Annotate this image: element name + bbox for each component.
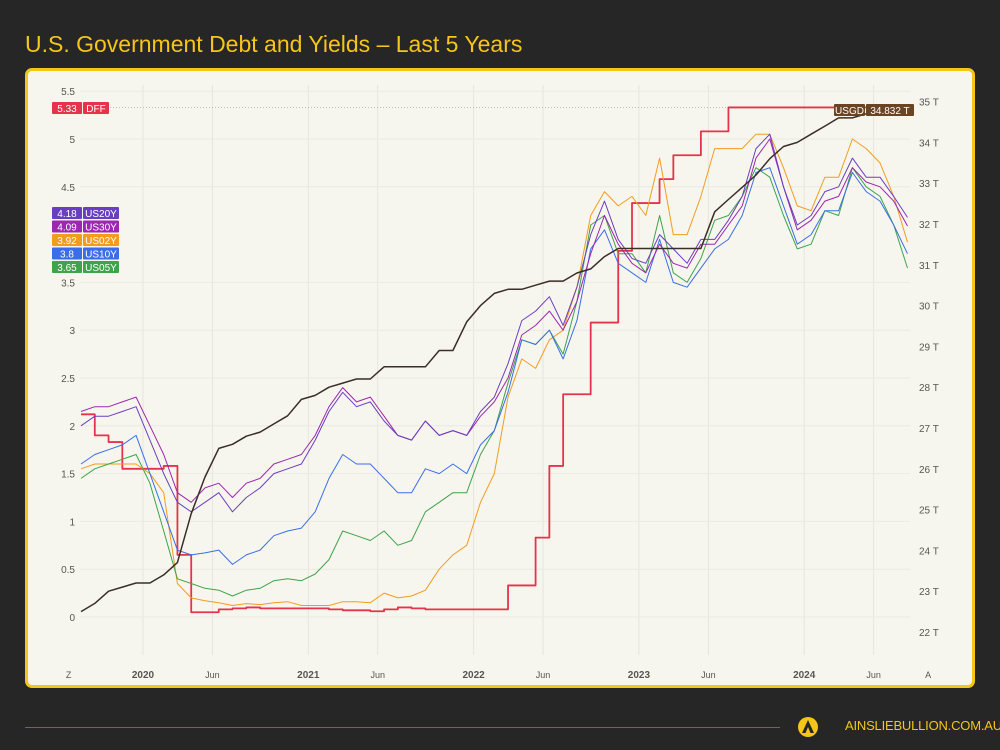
x-tick-label: Z	[66, 670, 72, 680]
y-right-tick-label: 26 T	[919, 465, 939, 476]
page-title: U.S. Government Debt and Yields – Last 5…	[25, 31, 523, 57]
dff-badge-value: 5.33	[57, 104, 77, 115]
badge-us05y-name-bg	[83, 261, 119, 273]
footer-site-link[interactable]: AINSLIEBULLION.COM.AU	[845, 718, 1000, 733]
y-left-tick-label: 2.5	[61, 374, 75, 385]
badge-us20y-name: US20Y	[85, 209, 117, 220]
badge-us02y-value-bg	[52, 234, 82, 246]
y-left-tick-label: 4.5	[61, 183, 75, 194]
badge-us05y-value: 3.65	[57, 263, 77, 274]
series-line-us05y	[80, 167, 908, 597]
y-right-tick-label: 22 T	[919, 628, 939, 639]
x-tick-label: Jun	[370, 670, 385, 680]
badge-us30y-value: 4.09	[57, 223, 77, 234]
x-tick-label: 2022	[462, 670, 485, 681]
usgd-badge-name-bg	[866, 104, 914, 116]
x-tick-label: A	[925, 670, 931, 680]
ainslie-logo-icon	[798, 717, 818, 737]
x-tick-label: 2023	[628, 670, 651, 681]
y-left-tick-label: 5.5	[61, 87, 75, 98]
series-line-us20y	[80, 133, 908, 513]
y-left-tick-label: 3	[69, 326, 75, 337]
series-line-us30y	[80, 138, 908, 503]
x-tick-label: 2024	[793, 670, 816, 681]
y-left-tick-label: 1	[69, 517, 75, 528]
badge-us10y-value: 3.8	[60, 250, 74, 261]
usgd-badge-value-bg	[834, 104, 865, 116]
x-tick-label: Jun	[536, 670, 551, 680]
y-right-tick-label: 24 T	[919, 546, 939, 557]
badge-us02y-name: US02Y	[85, 236, 117, 247]
y-right-tick-label: 31 T	[919, 261, 939, 272]
badge-us10y-name-bg	[83, 247, 119, 260]
x-tick-label: 2020	[132, 670, 155, 681]
dff-badge-value-bg	[52, 102, 82, 114]
y-right-tick-label: 28 T	[919, 383, 939, 394]
badge-us30y-name: US30Y	[85, 223, 117, 234]
badge-us02y-name-bg	[83, 234, 119, 246]
y-right-tick-label: 27 T	[919, 424, 939, 435]
badge-us20y-value: 4.18	[57, 209, 77, 220]
x-tick-label: Jun	[205, 670, 220, 680]
y-right-tick-label: 35 T	[919, 98, 939, 109]
y-left-tick-label: 3.5	[61, 278, 75, 289]
y-right-tick-label: 30 T	[919, 302, 939, 313]
x-tick-label: 2021	[297, 670, 320, 681]
badge-us20y-value-bg	[52, 207, 82, 219]
series-line-usgd	[80, 107, 908, 613]
badge-us05y-name: US05Y	[85, 263, 117, 274]
badge-us30y-value-bg	[52, 220, 82, 233]
y-right-tick-label: 34 T	[919, 138, 939, 149]
series-line-us10y	[80, 167, 908, 565]
y-right-tick-label: 33 T	[919, 179, 939, 190]
badge-us30y-name-bg	[83, 220, 119, 233]
y-left-tick-label: 0	[69, 613, 75, 624]
y-right-tick-label: 23 T	[919, 587, 939, 598]
usgd-badge-value: USGD	[835, 106, 864, 117]
badge-us20y-name-bg	[83, 207, 119, 219]
usgd-badge-name: 34.832 T	[870, 106, 909, 117]
badge-us05y-value-bg	[52, 261, 82, 273]
y-right-tick-label: 32 T	[919, 220, 939, 231]
y-left-tick-label: 5	[69, 135, 75, 146]
y-left-tick-label: 0.5	[61, 565, 75, 576]
dff-badge-name: DFF	[86, 104, 105, 115]
footer-divider	[25, 727, 780, 728]
badge-us02y-value: 3.92	[57, 236, 77, 247]
series-line-dff	[81, 106, 908, 614]
x-tick-label: Jun	[701, 670, 716, 680]
badge-us10y-value-bg	[52, 247, 82, 260]
dff-badge-name-bg	[83, 102, 109, 114]
x-tick-label: Jun	[866, 670, 881, 680]
y-right-tick-label: 29 T	[919, 342, 939, 353]
badge-us10y-name: US10Y	[85, 250, 117, 261]
y-right-tick-label: 25 T	[919, 506, 939, 517]
y-left-tick-label: 2	[69, 422, 75, 433]
y-left-tick-label: 1.5	[61, 470, 75, 481]
